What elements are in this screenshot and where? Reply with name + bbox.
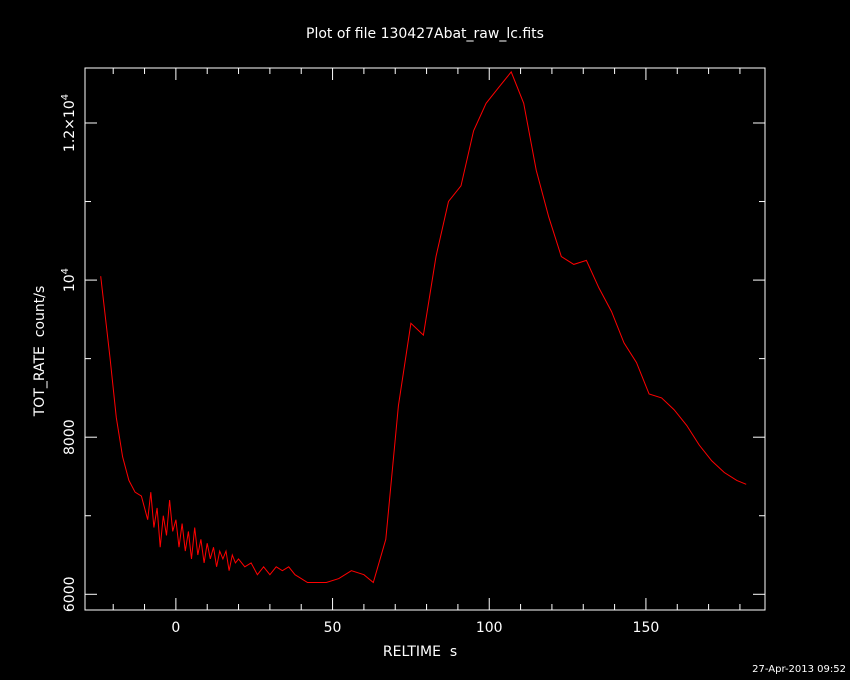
chart-title: Plot of file 130427Abat_raw_lc.fits xyxy=(306,26,544,42)
axis-ticks xyxy=(85,68,765,610)
y-tick-label: 104 xyxy=(60,268,78,292)
y-axis-label: TOT_RATE count/s xyxy=(32,286,48,418)
y-tick-label: 8000 xyxy=(62,419,78,455)
x-tick-label: 150 xyxy=(633,620,660,636)
x-tick-label: 100 xyxy=(476,620,503,636)
series-line xyxy=(100,70,747,584)
timestamp: 27-Apr-2013 09:52 xyxy=(752,664,846,675)
y-tick-label: 6000 xyxy=(62,576,78,612)
plot-frame xyxy=(84,67,766,611)
x-axis-label: RELTIME s xyxy=(383,644,457,660)
x-tick-label: 0 xyxy=(171,620,180,636)
y-tick-label: 1.2×104 xyxy=(60,94,78,152)
tick-labels: 0 50 100 150 6000 8000 104 1.2×104 xyxy=(60,94,659,636)
x-tick-label: 50 xyxy=(324,620,342,636)
